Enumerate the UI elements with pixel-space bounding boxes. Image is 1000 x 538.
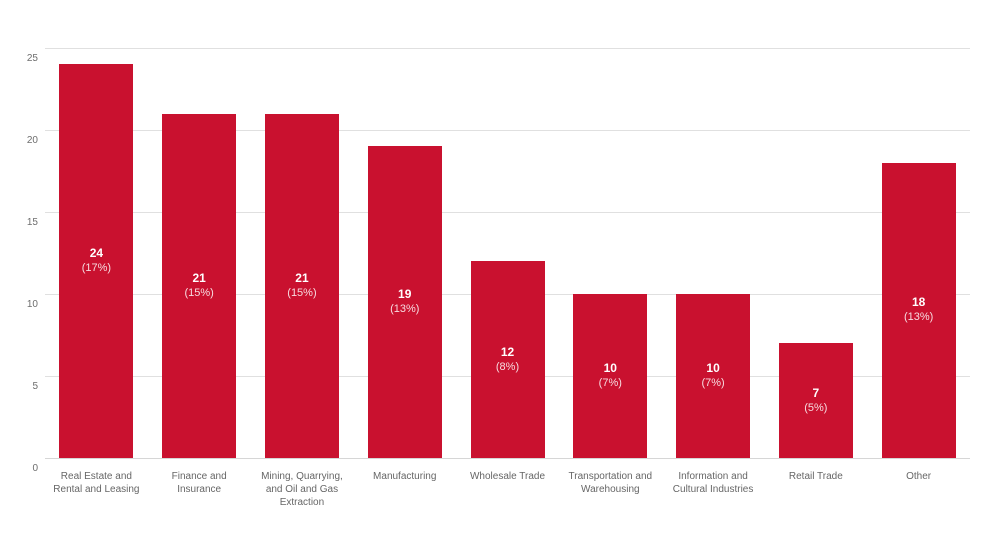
bar-value-label: 21 bbox=[192, 270, 206, 285]
bar-percent-label: (15%) bbox=[184, 286, 214, 299]
gridline-25 bbox=[45, 48, 970, 49]
bar-slot: 21 (15%) bbox=[251, 48, 354, 458]
x-axis-category-label: Information and Cultural Industries bbox=[672, 471, 754, 495]
y-axis-tick-label: 20 bbox=[26, 135, 38, 146]
bar-transportation-warehousing[interactable]: 10 (7%) bbox=[573, 294, 648, 458]
x-axis-category-label: Real Estate and Rental and Leasing bbox=[53, 471, 140, 495]
bar-slot: 21 (15%) bbox=[148, 48, 251, 458]
bar-value-label: 10 bbox=[603, 361, 617, 375]
x-axis-category-label: Manufacturing bbox=[373, 471, 437, 482]
bar-slot: 24 (17%) bbox=[45, 48, 148, 458]
x-axis-category-label: Wholesale Trade bbox=[469, 471, 546, 482]
gridline-15 bbox=[45, 212, 970, 213]
y-axis-tick-label: 0 bbox=[32, 463, 38, 474]
bar-manufacturing[interactable]: 19 (13%) bbox=[367, 146, 442, 458]
x-axis-category-label: Finance and Insurance bbox=[171, 471, 227, 495]
bar-other[interactable]: 18 (13%) bbox=[881, 162, 956, 458]
bar-retail-trade[interactable]: 7 (5%) bbox=[778, 343, 853, 458]
bar-percent-label: (13%) bbox=[903, 311, 934, 324]
bar-wholesale-trade[interactable]: 12 (8%) bbox=[470, 261, 545, 458]
bar-percent-label: (5%) bbox=[804, 401, 828, 414]
bar-slot: 10 (7%) bbox=[662, 48, 765, 458]
bar-percent-label: (15%) bbox=[287, 286, 317, 299]
bar-value-label: 12 bbox=[500, 344, 515, 359]
bars-group: 24 (17%) 21 (15%) 21 (15%) 19 (13% bbox=[45, 48, 970, 458]
bar-percent-label: (7%) bbox=[701, 377, 725, 389]
bar-value-label: 18 bbox=[911, 295, 926, 310]
x-axis-labels: Real Estate and Rental and Leasing Finan… bbox=[45, 470, 970, 509]
y-axis-tick-label: 15 bbox=[26, 217, 38, 228]
bar-mining-oil-gas[interactable]: 21 (15%) bbox=[264, 113, 339, 458]
bar-information-cultural[interactable]: 10 (7%) bbox=[676, 294, 751, 458]
plot-area: 25 20 15 10 5 0 24 (17%) 21 (15%) 21 bbox=[27, 48, 970, 474]
bar-value-label: 7 bbox=[812, 385, 820, 400]
x-axis-line bbox=[45, 458, 970, 459]
y-axis-tick-label: 5 bbox=[32, 381, 38, 392]
bar-real-estate[interactable]: 24 (17%) bbox=[59, 64, 134, 458]
bar-slot: 18 (13%) bbox=[867, 48, 970, 458]
y-axis-tick-label: 10 bbox=[26, 299, 38, 310]
bar-slot: 10 (7%) bbox=[559, 48, 662, 458]
x-axis-category-label: Mining, Quarrying, and Oil and Gas Extra… bbox=[261, 471, 343, 508]
bar-percent-label: (17%) bbox=[81, 262, 112, 275]
bar-value-label: 10 bbox=[706, 361, 720, 375]
bar-percent-label: (13%) bbox=[390, 303, 420, 316]
x-axis-category-label: Retail Trade bbox=[788, 471, 843, 482]
bar-slot: 12 (8%) bbox=[456, 48, 559, 458]
bar-finance-insurance[interactable]: 21 (15%) bbox=[162, 113, 237, 458]
bar-value-label: 21 bbox=[295, 270, 309, 285]
x-axis-category-label: Transportation and Warehousing bbox=[568, 471, 653, 495]
bar-percent-label: (7%) bbox=[598, 377, 622, 389]
y-axis-tick-label: 25 bbox=[26, 53, 38, 64]
bar-value-label: 24 bbox=[89, 246, 104, 261]
bar-slot: 19 (13%) bbox=[353, 48, 456, 458]
bar-percent-label: (8%) bbox=[495, 360, 520, 373]
bar-value-label: 19 bbox=[398, 287, 412, 302]
x-axis-category-label: Other bbox=[906, 471, 932, 482]
bar-slot: 7 (5%) bbox=[764, 48, 867, 458]
gridline-20 bbox=[45, 130, 970, 131]
